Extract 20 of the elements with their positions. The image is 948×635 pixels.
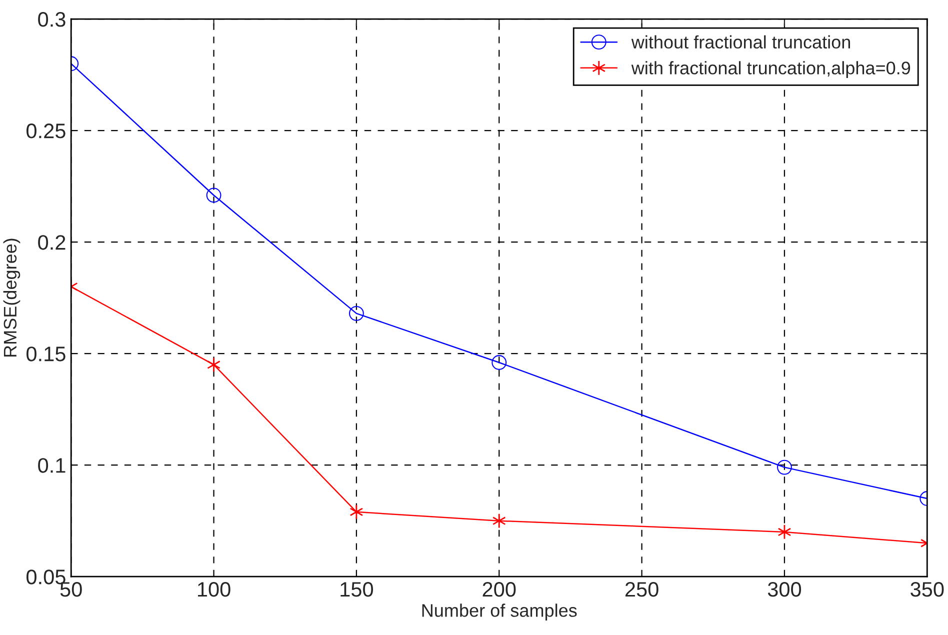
- y-tick-label: 0.3: [38, 12, 66, 27]
- x-axis-title: Number of samples: [422, 604, 577, 620]
- y-tick-label: 0.2: [38, 235, 66, 250]
- y-tick-label: 0.1: [38, 458, 66, 473]
- y-axis-title: RMSE(degree): [3, 238, 20, 357]
- point: [348, 306, 364, 321]
- legend-label: without fractional truncation: [631, 35, 850, 49]
- x-tick-label: 200: [482, 582, 516, 597]
- x-tick-label: 100: [198, 582, 230, 597]
- x-tick-label: 300: [768, 582, 802, 597]
- x-tick-label: 250: [625, 582, 658, 597]
- x-tick-label: 150: [340, 582, 374, 597]
- y-tick-label: 0.25: [26, 124, 66, 138]
- point: [492, 355, 507, 370]
- legend-label: with fractional truncation,alpha=0.9: [631, 61, 910, 78]
- y-tick-label: 0.15: [26, 346, 66, 362]
- y-tick-label: 0.05: [26, 570, 66, 584]
- x-tick-label: 350: [910, 582, 944, 597]
- point: [492, 513, 506, 528]
- x-tick-label: 50: [60, 582, 82, 597]
